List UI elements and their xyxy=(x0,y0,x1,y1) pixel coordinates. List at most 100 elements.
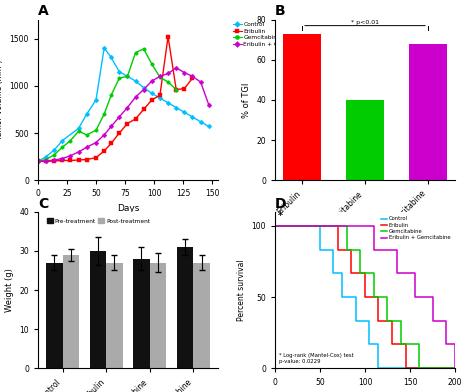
Eribulin + Gemcitabine xyxy=(411,295,417,299)
Bar xyxy=(409,44,447,180)
Text: *: * xyxy=(278,211,283,221)
Y-axis label: Percent survival: Percent survival xyxy=(237,259,246,321)
Text: B: B xyxy=(275,4,285,18)
Control xyxy=(206,124,211,129)
Bar xyxy=(63,255,79,368)
Line: Eribulin + Gemcitabine: Eribulin + Gemcitabine xyxy=(36,66,210,163)
Eribulin xyxy=(117,131,122,135)
Eribulin xyxy=(348,270,354,275)
Control xyxy=(173,105,179,110)
Eribulin xyxy=(362,295,368,299)
Gemcitabine xyxy=(51,152,57,157)
Y-axis label: Tumor volume (mm³): Tumor volume (mm³) xyxy=(0,60,4,140)
Text: D: D xyxy=(275,196,286,211)
Control xyxy=(190,114,195,119)
Text: * Log-rank (Mantel-Cox) test
p-value: 0.0229: * Log-rank (Mantel-Cox) test p-value: 0.… xyxy=(279,352,353,364)
Legend: Pre-treatment, Post-treatment: Pre-treatment, Post-treatment xyxy=(45,216,152,226)
Gemcitabine xyxy=(173,87,179,92)
Eribulin xyxy=(35,159,41,164)
Control xyxy=(165,100,171,105)
Eribulin xyxy=(108,141,114,146)
Gemcitabine xyxy=(371,295,377,299)
Control xyxy=(117,69,122,74)
Control xyxy=(452,366,458,371)
Eribulin + Gemcitabine xyxy=(108,124,114,129)
Eribulin + Gemcitabine xyxy=(348,223,354,228)
Eribulin xyxy=(59,158,65,163)
Gemcitabine xyxy=(43,157,49,162)
Control xyxy=(84,112,90,116)
Line: Eribulin: Eribulin xyxy=(275,226,455,368)
Gemcitabine xyxy=(357,270,363,275)
Eribulin xyxy=(68,158,73,163)
Control xyxy=(125,74,130,79)
Gemcitabine xyxy=(133,50,138,55)
Eribulin xyxy=(141,107,146,112)
Control xyxy=(101,45,107,50)
Eribulin xyxy=(272,223,278,228)
Eribulin + Gemcitabine xyxy=(452,366,458,371)
Text: C: C xyxy=(38,196,48,211)
Control xyxy=(375,366,381,371)
Gemcitabine xyxy=(68,138,73,143)
Gemcitabine xyxy=(157,75,163,80)
Gemcitabine xyxy=(344,248,350,252)
Bar xyxy=(346,100,384,180)
Eribulin xyxy=(84,157,90,162)
Y-axis label: % of TGI: % of TGI xyxy=(242,82,251,118)
Eribulin xyxy=(125,121,130,126)
Gemcitabine xyxy=(117,76,122,81)
Y-axis label: Weight (g): Weight (g) xyxy=(5,268,14,312)
Eribulin xyxy=(452,366,458,371)
Eribulin + Gemcitabine xyxy=(149,79,155,83)
Eribulin + Gemcitabine xyxy=(371,248,377,252)
Eribulin xyxy=(375,319,381,324)
Text: * p<0.01: * p<0.01 xyxy=(351,20,379,25)
Bar xyxy=(193,263,210,368)
Gemcitabine xyxy=(398,342,404,347)
Bar xyxy=(46,263,63,368)
Eribulin + Gemcitabine xyxy=(35,159,41,164)
Control xyxy=(93,98,99,102)
Eribulin + Gemcitabine xyxy=(393,270,399,275)
Eribulin + Gemcitabine xyxy=(101,132,107,137)
Line: Control: Control xyxy=(36,46,210,163)
Line: Eribulin: Eribulin xyxy=(36,35,194,163)
Eribulin xyxy=(190,76,195,81)
Bar xyxy=(283,34,321,180)
Eribulin + Gemcitabine xyxy=(182,70,187,75)
Eribulin xyxy=(133,116,138,121)
Eribulin xyxy=(43,159,49,164)
Eribulin + Gemcitabine xyxy=(141,87,146,92)
Eribulin + Gemcitabine xyxy=(76,150,82,154)
Eribulin + Gemcitabine xyxy=(84,145,90,150)
Bar xyxy=(177,247,193,368)
Gemcitabine xyxy=(101,112,107,116)
Gemcitabine xyxy=(272,223,278,228)
Control xyxy=(35,159,41,164)
Eribulin xyxy=(51,159,57,163)
Control xyxy=(303,223,309,228)
Gemcitabine xyxy=(416,366,422,371)
Control xyxy=(59,138,65,143)
Control xyxy=(182,110,187,114)
Control xyxy=(108,55,114,60)
Control xyxy=(272,223,278,228)
Eribulin xyxy=(173,87,179,92)
Eribulin + Gemcitabine xyxy=(443,342,449,347)
Text: A: A xyxy=(38,4,49,18)
Eribulin xyxy=(76,158,82,162)
Bar xyxy=(106,263,123,368)
Eribulin + Gemcitabine xyxy=(429,319,435,324)
Line: Gemcitabine: Gemcitabine xyxy=(275,226,455,368)
Eribulin + Gemcitabine xyxy=(125,105,130,110)
Eribulin xyxy=(321,223,327,228)
Gemcitabine xyxy=(141,47,146,51)
Gemcitabine xyxy=(84,132,90,137)
Eribulin + Gemcitabine xyxy=(117,114,122,119)
Eribulin xyxy=(157,93,163,98)
Legend: Control, Eribulin, Gemcitabine, Eribulin + Gemcitabine: Control, Eribulin, Gemcitabine, Eribulin… xyxy=(230,19,314,49)
Gemcitabine xyxy=(165,80,171,84)
X-axis label: Days: Days xyxy=(117,204,139,213)
Gemcitabine xyxy=(326,223,332,228)
